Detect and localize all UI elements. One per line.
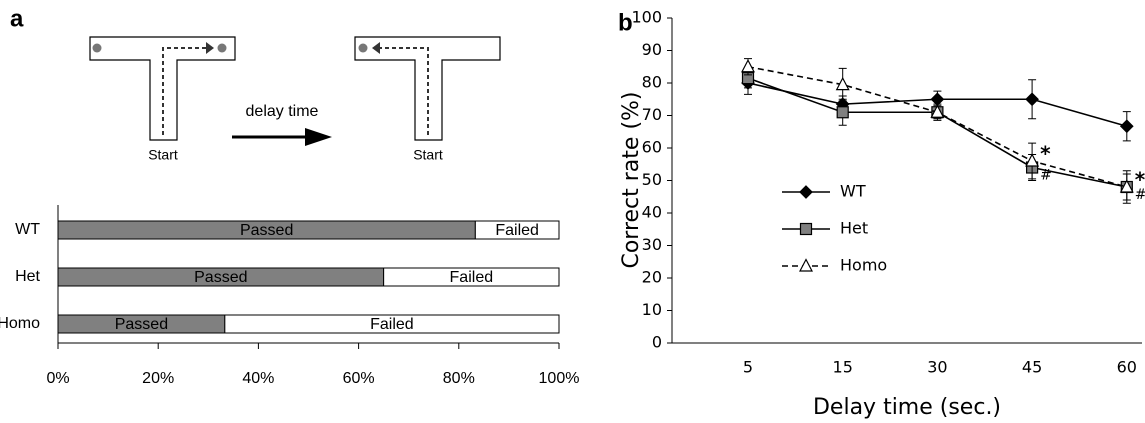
legend-label: WT bbox=[840, 182, 866, 201]
segment-label: Passed bbox=[115, 316, 168, 333]
x-tick-label: 100% bbox=[539, 370, 580, 387]
x-tick-label: 60 bbox=[1117, 358, 1137, 377]
y-tick-label: 90 bbox=[642, 40, 662, 59]
segment-label: Failed bbox=[450, 269, 494, 286]
reward-dot bbox=[92, 43, 102, 53]
reward-dot bbox=[217, 43, 227, 53]
x-tick-label: 15 bbox=[833, 358, 853, 377]
marker bbox=[799, 258, 813, 272]
start-label: Start bbox=[413, 147, 443, 163]
x-tick-label: 30 bbox=[927, 358, 947, 377]
y-tick-label: 10 bbox=[642, 300, 662, 319]
x-tick-label: 80% bbox=[443, 370, 475, 387]
panel-label: a bbox=[10, 5, 24, 32]
y-tick-label: WT bbox=[15, 221, 40, 238]
marker bbox=[836, 106, 849, 119]
marker bbox=[930, 92, 945, 107]
y-axis-title: Correct rate (%) bbox=[619, 91, 644, 268]
segment-label: Failed bbox=[370, 316, 414, 333]
annotation: * bbox=[1040, 142, 1051, 166]
annotation: * bbox=[1135, 168, 1145, 192]
annotation: # bbox=[1040, 168, 1052, 184]
y-tick-label: 30 bbox=[642, 235, 662, 254]
marker bbox=[1025, 92, 1039, 107]
segment-label: Passed bbox=[194, 269, 247, 286]
y-tick-label: Het bbox=[15, 268, 40, 285]
marker bbox=[1025, 153, 1040, 167]
arrow-label: delay time bbox=[246, 103, 319, 120]
start-label: Start bbox=[148, 147, 178, 163]
path-arrow bbox=[162, 47, 208, 135]
reward-dot bbox=[358, 43, 368, 53]
y-tick-label: 40 bbox=[642, 203, 662, 222]
x-tick-label: 60% bbox=[343, 370, 375, 387]
maze-diagram: Start delay time Start bbox=[89, 36, 501, 163]
y-tick-label: 70 bbox=[642, 105, 662, 124]
line-chart: 0 10 20 30 40 50 60 70 80 90 100 5 15 30 45 60 Delay tim… bbox=[619, 8, 1145, 421]
marker bbox=[741, 58, 755, 73]
marker bbox=[1119, 179, 1134, 193]
y-tick-label: 80 bbox=[642, 73, 662, 92]
y-tick-label: Homo bbox=[0, 315, 40, 332]
bar-chart: 0% 20% 40% 60% 80% 100% WT Passed Failed Het Passe… bbox=[0, 205, 579, 387]
x-tick-label: 20% bbox=[142, 370, 174, 387]
marker bbox=[799, 185, 813, 199]
t-maze bbox=[89, 36, 236, 141]
annotation: # bbox=[1135, 187, 1145, 203]
marker bbox=[1119, 119, 1134, 134]
marker bbox=[835, 76, 850, 91]
y-tick-label: 50 bbox=[642, 170, 662, 189]
bar-segment bbox=[383, 267, 560, 287]
arrow-head bbox=[372, 42, 380, 54]
x-tick-label: 0% bbox=[46, 370, 69, 387]
bar-segment bbox=[224, 314, 560, 334]
path-arrow bbox=[378, 47, 429, 135]
legend-label: Het bbox=[840, 219, 868, 238]
x-axis-title: Delay time (sec.) bbox=[813, 395, 1001, 420]
y-tick-label: 60 bbox=[642, 138, 662, 157]
x-tick-label: 40% bbox=[242, 370, 274, 387]
bar-segment bbox=[474, 220, 560, 240]
marker bbox=[930, 104, 945, 118]
arrow-head bbox=[305, 128, 332, 146]
y-tick-label: 20 bbox=[642, 268, 662, 287]
y-tick-label: 100 bbox=[631, 8, 662, 27]
segment-label: Passed bbox=[240, 222, 293, 239]
marker bbox=[799, 222, 813, 236]
t-maze bbox=[354, 36, 501, 141]
panel-label: b bbox=[618, 9, 633, 36]
x-tick-label: 45 bbox=[1022, 358, 1042, 377]
y-tick-label: 0 bbox=[652, 333, 662, 352]
arrow-head bbox=[206, 42, 214, 54]
series-line bbox=[747, 65, 1128, 188]
segment-label: Failed bbox=[495, 222, 539, 239]
x-tick-label: 5 bbox=[743, 358, 753, 377]
legend-label: Homo bbox=[840, 256, 887, 275]
